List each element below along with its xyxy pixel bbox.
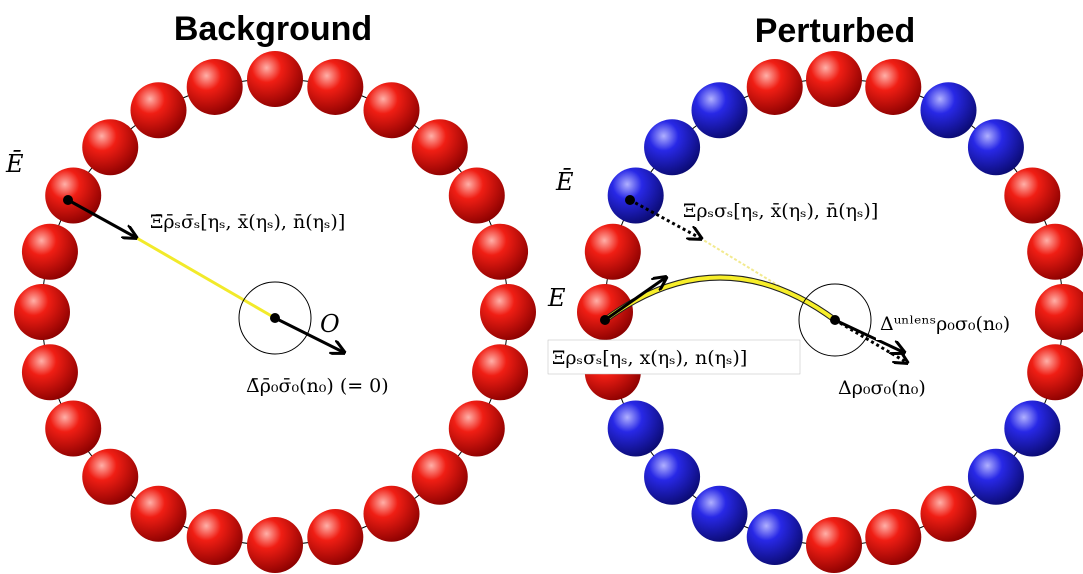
sphere [806,517,862,573]
geodesic-bg-label: Ξρₛσₛ[ηₛ, x̄(ηₛ), n̄(ηₛ)] [683,200,878,222]
geodesic-label: Ξ̄ρ̄ₛσ̄ₛ[ηₛ, x̄(ηₛ), n̄(ηₛ)] [150,211,345,233]
sphere [448,400,505,457]
sphere [130,485,187,542]
source-dot [63,195,73,205]
sphere [363,82,420,139]
sphere [644,119,701,176]
sphere [1027,223,1083,280]
sphere [307,509,364,566]
background-source-arrow [629,198,700,238]
sphere [920,82,977,139]
direction-label: Δ̄ρ̄₀σ̄₀(n₀) (= 0) [246,375,389,397]
sphere [607,400,664,457]
sphere [607,167,664,224]
observer-label: O [320,310,340,338]
geodesic-label: Ξρₛσₛ[ηₛ, x(ηₛ), n(ηₛ)] [552,347,747,369]
sphere [691,82,748,139]
source-arrow [67,198,135,237]
observer-dot [830,315,840,325]
sphere [1035,284,1083,340]
source-label: Ē [5,150,24,178]
background-source-dot [625,195,635,205]
sphere [82,448,139,505]
sphere [448,167,505,224]
source-label: E [547,284,566,312]
sphere [14,284,70,340]
sphere [247,517,303,573]
direction-unlens-label: Δᵘⁿˡᵉⁿˢρ₀σ₀(n₀) [880,313,1010,335]
sphere [21,344,78,401]
sphere [1004,167,1061,224]
sphere [967,448,1024,505]
sphere [480,284,536,340]
sphere [130,82,187,139]
sphere [411,119,468,176]
panel-title: Background [174,10,372,48]
observer-circle [798,283,872,357]
sphere [1004,400,1061,457]
light-path [134,235,276,320]
sphere [472,223,529,280]
label-bg [876,300,1012,340]
panel-title: Perturbed [755,12,916,50]
sphere [920,485,977,542]
source-arrow [604,278,665,322]
sphere [806,51,862,107]
sphere [691,485,748,542]
sphere [411,448,468,505]
light-path [603,275,837,322]
sphere [247,51,303,107]
source-dot [600,315,610,325]
sphere [363,485,420,542]
sphere [472,344,529,401]
sphere [584,223,641,280]
sphere [577,284,633,340]
sphere [644,448,701,505]
sphere [1027,344,1083,401]
observer-dot [270,313,280,323]
observer-arrow [274,316,343,352]
sphere [746,58,803,115]
sphere [746,509,803,566]
lensed-arrow [834,318,906,362]
source-bg-label: Ē [555,168,574,196]
label-bg [146,206,408,236]
sphere [865,509,922,566]
sphere [967,119,1024,176]
observer-circle [238,281,312,355]
direction-label: Δρ₀σ₀(n₀) [838,377,926,399]
sphere [307,58,364,115]
sphere [82,119,139,176]
label-box [547,339,801,375]
sphere [186,509,243,566]
sphere [45,400,102,457]
sphere [865,58,922,115]
sphere [21,223,78,280]
sphere [186,58,243,115]
rings [14,51,1083,573]
